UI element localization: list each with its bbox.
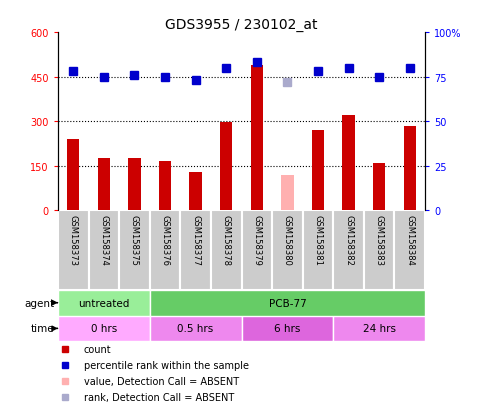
Text: count: count bbox=[84, 344, 111, 354]
Text: GSM158379: GSM158379 bbox=[252, 215, 261, 266]
Text: GSM158376: GSM158376 bbox=[160, 215, 170, 266]
Text: GSM158383: GSM158383 bbox=[375, 215, 384, 266]
Bar bbox=[119, 211, 150, 290]
Bar bbox=[373, 164, 385, 211]
Bar bbox=[150, 316, 242, 342]
Text: rank, Detection Call = ABSENT: rank, Detection Call = ABSENT bbox=[84, 392, 234, 402]
Bar bbox=[364, 211, 395, 290]
Text: untreated: untreated bbox=[78, 298, 129, 308]
Bar bbox=[404, 126, 416, 211]
Bar bbox=[242, 316, 333, 342]
Text: GSM158374: GSM158374 bbox=[99, 215, 108, 266]
Bar bbox=[312, 131, 324, 211]
Bar bbox=[220, 123, 232, 211]
Bar bbox=[150, 290, 425, 316]
Bar bbox=[211, 211, 242, 290]
Text: agent: agent bbox=[24, 298, 54, 308]
Bar bbox=[395, 211, 425, 290]
Bar bbox=[159, 162, 171, 211]
Bar bbox=[58, 290, 150, 316]
Text: PCB-77: PCB-77 bbox=[269, 298, 306, 308]
Bar bbox=[180, 211, 211, 290]
Bar bbox=[67, 140, 79, 211]
Bar bbox=[189, 172, 202, 211]
Text: 0 hrs: 0 hrs bbox=[91, 324, 117, 334]
Bar bbox=[98, 159, 110, 211]
Bar bbox=[342, 116, 355, 211]
Text: 6 hrs: 6 hrs bbox=[274, 324, 300, 334]
Text: GSM158384: GSM158384 bbox=[405, 215, 414, 266]
Bar bbox=[150, 211, 180, 290]
Bar bbox=[272, 211, 303, 290]
Text: GSM158381: GSM158381 bbox=[313, 215, 323, 266]
Bar bbox=[333, 316, 425, 342]
Text: time: time bbox=[30, 324, 54, 334]
Text: GSM158375: GSM158375 bbox=[130, 215, 139, 266]
Bar bbox=[281, 176, 294, 211]
Bar bbox=[128, 159, 141, 211]
Bar bbox=[58, 316, 150, 342]
Bar bbox=[58, 211, 88, 290]
Title: GDS3955 / 230102_at: GDS3955 / 230102_at bbox=[165, 18, 318, 32]
Text: GSM158377: GSM158377 bbox=[191, 215, 200, 266]
Text: 24 hrs: 24 hrs bbox=[363, 324, 396, 334]
Text: GSM158382: GSM158382 bbox=[344, 215, 353, 266]
Bar bbox=[303, 211, 333, 290]
Text: 0.5 hrs: 0.5 hrs bbox=[177, 324, 214, 334]
Text: value, Detection Call = ABSENT: value, Detection Call = ABSENT bbox=[84, 376, 239, 386]
Text: percentile rank within the sample: percentile rank within the sample bbox=[84, 360, 249, 370]
Bar bbox=[251, 66, 263, 211]
Text: GSM158380: GSM158380 bbox=[283, 215, 292, 266]
Text: GSM158378: GSM158378 bbox=[222, 215, 231, 266]
Bar bbox=[333, 211, 364, 290]
Text: GSM158373: GSM158373 bbox=[69, 215, 78, 266]
Bar bbox=[88, 211, 119, 290]
Bar bbox=[242, 211, 272, 290]
